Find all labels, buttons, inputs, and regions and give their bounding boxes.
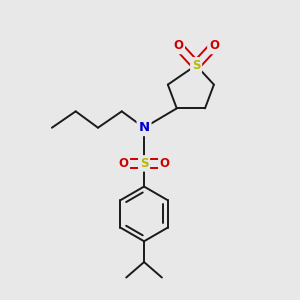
Text: S: S <box>192 59 200 72</box>
Text: O: O <box>160 157 170 170</box>
Text: N: N <box>139 121 150 134</box>
Text: S: S <box>140 157 148 170</box>
Text: O: O <box>209 40 219 52</box>
Text: O: O <box>118 157 128 170</box>
Text: O: O <box>173 40 183 52</box>
